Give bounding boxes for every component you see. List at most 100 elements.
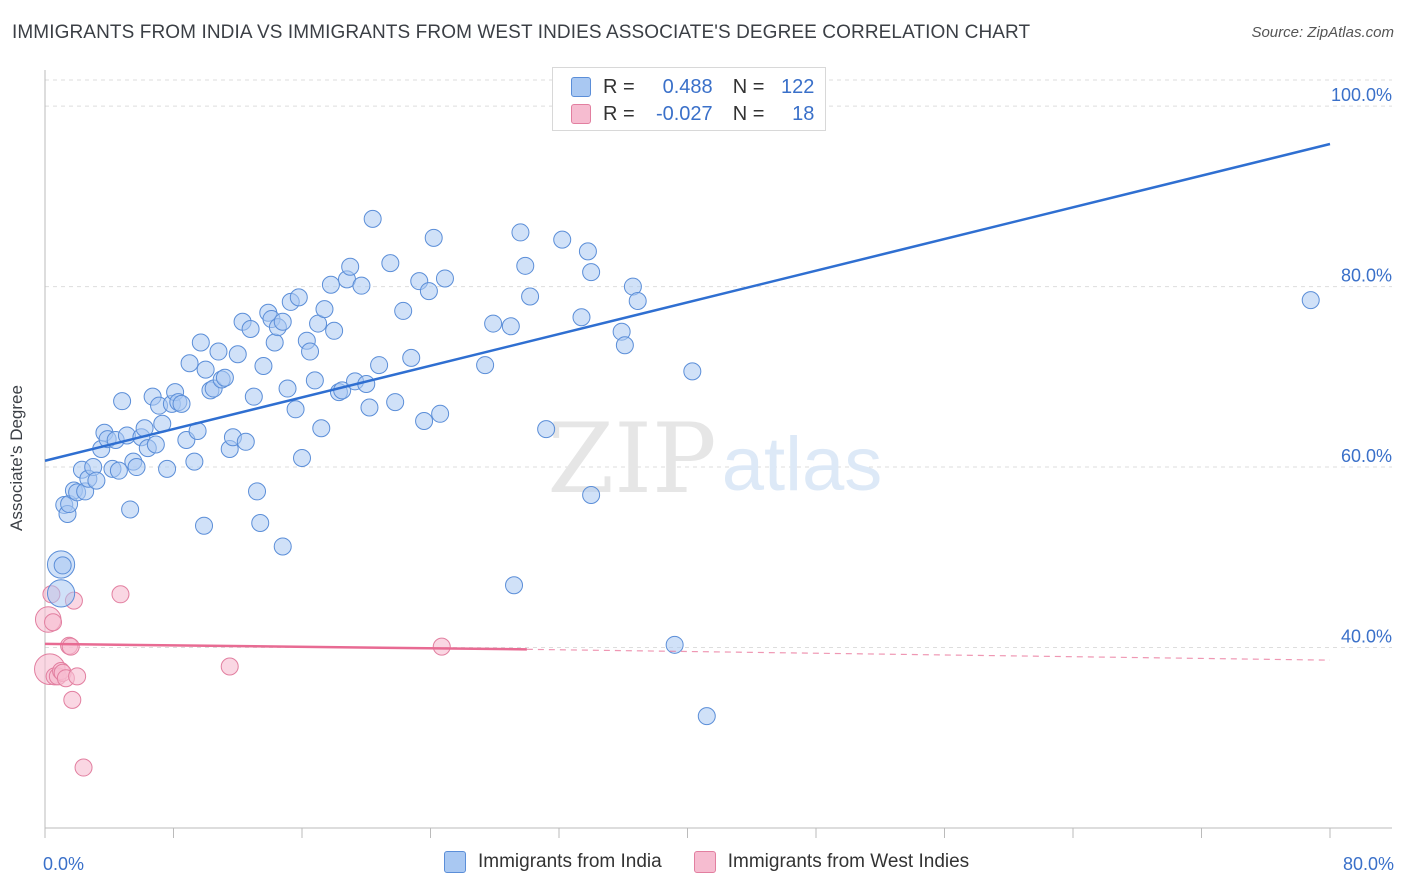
india-point: [46, 579, 76, 608]
india-point: [511, 223, 530, 242]
india-point: [209, 342, 228, 361]
india-point: [180, 354, 199, 373]
india-point: [185, 452, 204, 471]
chart-title: IMMIGRANTS FROM INDIA VS IMMIGRANTS FROM…: [12, 22, 1031, 43]
india-points: [46, 209, 1320, 726]
x-tick-label: 80.0%: [1343, 854, 1394, 874]
india-point: [278, 379, 297, 398]
india-swatch: [571, 77, 591, 97]
west-indies-trend-extension: [526, 648, 1331, 661]
india-point: [394, 301, 413, 320]
india-point: [582, 263, 601, 282]
india-point: [121, 500, 140, 519]
india-legend-label: Immigrants from India: [478, 851, 662, 872]
india-point: [415, 412, 434, 431]
west-indies-point: [61, 637, 80, 656]
india-legend-swatch: [444, 851, 466, 873]
y-tick-label: 80.0%: [1341, 266, 1392, 286]
india-point: [1301, 291, 1320, 310]
india-point: [191, 333, 210, 352]
r-label: R =: [603, 75, 635, 98]
west-indies-point: [44, 613, 63, 632]
india-point: [697, 707, 716, 726]
india-trend-line: [44, 142, 1331, 462]
india-point: [572, 308, 591, 327]
watermark-atlas: atlas: [722, 422, 883, 507]
west-indies-legend-swatch: [693, 851, 716, 873]
india-point: [109, 461, 128, 480]
legend-item-india[interactable]: Immigrants from India: [444, 851, 662, 873]
west-indies-n-value: 18: [792, 102, 815, 125]
india-point: [363, 209, 382, 228]
west-indies-point: [111, 585, 130, 604]
west-indies-point: [63, 690, 82, 709]
west-indies-swatch: [571, 104, 591, 124]
legend-row-india: R = 0.488 N = 122: [571, 74, 814, 100]
india-point: [241, 319, 260, 338]
india-point: [553, 230, 572, 249]
india-point: [196, 360, 215, 379]
india-point: [424, 228, 443, 247]
india-point: [370, 356, 389, 375]
india-point: [244, 387, 263, 406]
india-point: [325, 321, 344, 340]
tick-labels: 40.0% 60.0% 80.0% 100.0% 0.0% 80.0%: [43, 85, 1394, 874]
west-indies-point: [220, 657, 239, 676]
india-point: [251, 513, 270, 532]
india-point: [273, 537, 292, 556]
india-n-value: 122: [781, 75, 815, 98]
india-point: [273, 312, 292, 331]
source-credit: Source: ZipAtlas.com: [1251, 24, 1394, 41]
india-point: [127, 458, 146, 477]
india-point: [301, 342, 320, 361]
series-legend: Immigrants from India Immigrants from We…: [444, 851, 1001, 873]
west-indies-legend-label: Immigrants from West Indies: [727, 851, 970, 872]
west-indies-point: [432, 637, 451, 656]
india-point: [360, 398, 379, 417]
y-tick-label: 40.0%: [1341, 627, 1392, 647]
india-point: [215, 368, 234, 387]
india-point: [293, 449, 311, 468]
india-point: [289, 288, 308, 307]
west-indies-trend-line: [44, 642, 527, 651]
watermark: ZIP atlas: [547, 403, 882, 515]
india-point: [158, 459, 177, 478]
legend-item-west-indies[interactable]: Immigrants from West Indies: [693, 851, 970, 873]
india-point: [315, 300, 334, 319]
india-point: [419, 282, 438, 301]
india-point: [321, 275, 340, 294]
india-point: [146, 435, 165, 454]
trend-layer: [44, 142, 1331, 661]
west-indies-points: [34, 585, 451, 777]
india-point: [172, 394, 191, 413]
n-label: N =: [732, 75, 765, 98]
india-point: [254, 356, 273, 375]
india-r-value: 0.488: [662, 75, 713, 98]
india-point: [615, 336, 634, 355]
india-point: [665, 635, 684, 654]
india-point: [312, 419, 331, 438]
india-point: [435, 269, 454, 288]
india-point: [195, 516, 214, 535]
india-point: [501, 317, 520, 336]
n-label: N =: [732, 102, 765, 125]
india-point: [386, 393, 405, 412]
india-point: [113, 392, 132, 411]
india-point: [53, 556, 72, 575]
india-point: [87, 471, 106, 490]
india-point: [505, 576, 524, 595]
west-indies-r-value: -0.027: [655, 102, 713, 125]
india-point: [305, 371, 324, 390]
west-indies-point: [68, 667, 87, 686]
west-indies-point: [74, 758, 93, 777]
y-tick-label: 60.0%: [1341, 446, 1392, 466]
india-point: [537, 420, 556, 439]
india-point: [521, 287, 540, 306]
india-point: [228, 345, 247, 364]
india-point: [628, 292, 647, 311]
correlation-legend: R = 0.488 N = 122 R = -0.027 N = 18: [552, 67, 826, 131]
india-point: [265, 333, 284, 352]
legend-row-west-indies: R = -0.027 N = 18: [571, 101, 814, 127]
watermark-zip: ZIP: [547, 403, 716, 515]
